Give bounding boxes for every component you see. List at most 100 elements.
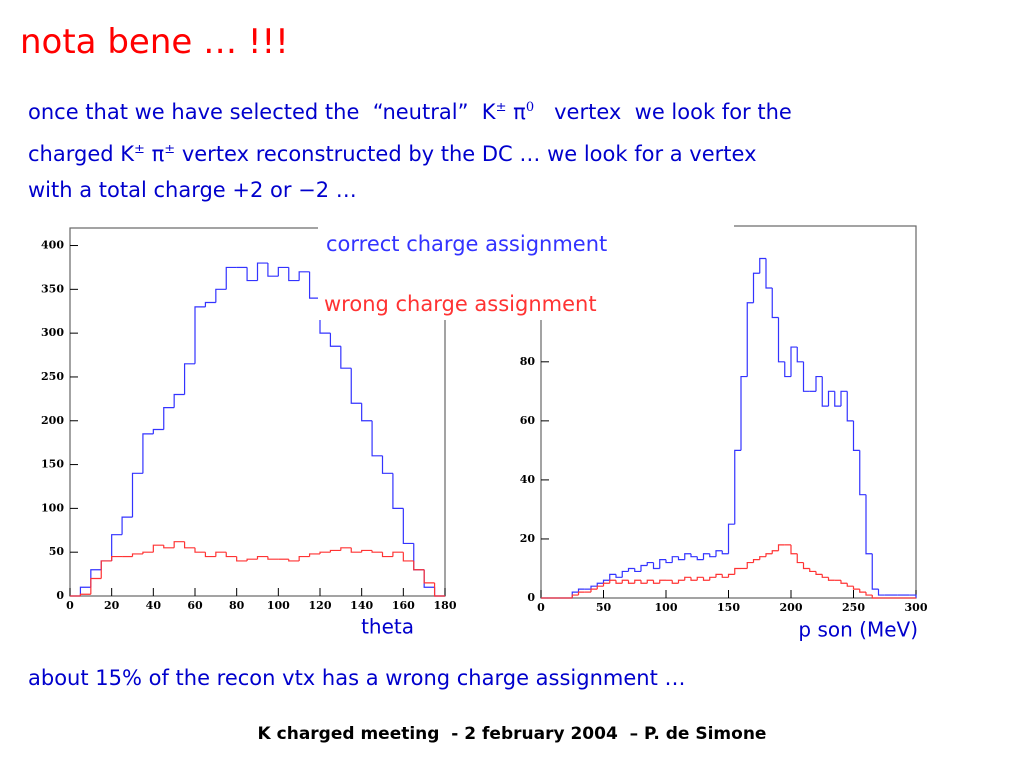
histogram-bin [90, 577, 102, 595]
histogram-bin [721, 574, 729, 578]
histogram-bin [652, 580, 660, 584]
text: vertex reconstructed by the DC … we look… [175, 142, 757, 166]
histogram-bin [596, 585, 604, 590]
text: with a total charge +2 or −2 … [28, 178, 357, 202]
y-tick-label: 200 [41, 414, 64, 427]
histogram-bin [646, 579, 654, 584]
histogram-bin [423, 569, 435, 588]
histogram-bin [684, 553, 691, 560]
histogram-bin [727, 523, 735, 554]
legend-entry: correct charge assignment [326, 232, 607, 256]
histogram-bin [709, 553, 716, 558]
histogram-bin [298, 555, 310, 561]
y-tick-label: 50 [49, 545, 65, 558]
histogram-bin [246, 267, 258, 282]
histogram-bin [771, 550, 779, 554]
histogram-bin [571, 594, 579, 598]
histogram-bin [765, 258, 773, 289]
histogram-bin [142, 551, 154, 554]
x-tick-label: 20 [104, 599, 120, 612]
histogram-bin [796, 347, 804, 363]
text: 0 [525, 100, 535, 115]
histogram-bin [350, 368, 362, 404]
histogram-bin [640, 564, 648, 572]
x-tick-label: 180 [434, 599, 457, 612]
histogram-bin [777, 544, 785, 551]
histogram-bin [215, 288, 227, 303]
histogram-bin [821, 376, 829, 407]
histogram-bin [802, 562, 810, 570]
histogram-bin [634, 568, 641, 573]
histogram-bin [784, 361, 791, 378]
histogram-bin [577, 588, 585, 593]
histogram-bin [256, 262, 268, 281]
plot-frame [69, 227, 446, 597]
x-tick-label: 160 [392, 599, 415, 612]
histogram-bin [852, 586, 860, 590]
y-tick-label: 40 [520, 473, 536, 486]
x-axis-label: theta [361, 615, 414, 639]
histogram-bin [402, 552, 414, 562]
x-tick-label: 0 [537, 601, 545, 614]
y-tick-label: 80 [520, 355, 536, 368]
histogram-bin [288, 267, 300, 282]
x-tick-label: 60 [187, 599, 203, 612]
text: ± [495, 100, 507, 115]
histogram-bin [715, 550, 723, 557]
histogram-bin [865, 494, 873, 555]
histogram-bin [809, 568, 816, 573]
histogram-bin [350, 547, 362, 553]
histogram-bin [815, 571, 823, 575]
histogram-bin [821, 574, 829, 578]
histogram-bin [846, 583, 854, 587]
histogram-bin [659, 579, 666, 584]
histogram-bin [381, 552, 393, 558]
histogram-bin [684, 576, 691, 581]
histogram-bin [671, 556, 679, 563]
histogram-bin [721, 550, 729, 555]
histogram-bin [646, 561, 654, 566]
histogram-bin [840, 390, 848, 407]
histogram-bin [621, 579, 629, 584]
histogram-bin [715, 573, 723, 578]
histogram-bin [340, 547, 352, 551]
histogram-bin [204, 301, 216, 307]
histogram-bin [702, 553, 710, 560]
y-tick-label: 20 [520, 532, 536, 545]
histogram-bin [734, 567, 741, 575]
histogram-bin [79, 586, 91, 596]
histogram-bin [640, 580, 648, 584]
histogram-bin [734, 449, 741, 525]
histogram-bin [590, 585, 598, 590]
histogram-bin [865, 592, 873, 596]
text: once that we have selected the “neutral”… [28, 100, 496, 124]
histogram-bin [413, 543, 425, 571]
y-tick-label: 250 [41, 370, 64, 383]
histogram-bin [752, 272, 760, 303]
histogram-bin [392, 473, 404, 509]
paragraph-line: once that we have selected the “neutral”… [28, 100, 792, 124]
histogram-bin [740, 375, 748, 451]
histogram-bin [590, 588, 598, 593]
slide-title: nota bene … !!! [20, 22, 289, 62]
histogram-bin [627, 567, 635, 572]
histogram-bin [765, 553, 773, 557]
y-tick-label: 60 [520, 414, 536, 427]
histogram-bin [790, 544, 798, 555]
x-tick-label: 300 [905, 601, 928, 614]
y-tick-label: 350 [41, 282, 64, 295]
histogram-bin [827, 390, 835, 407]
histogram-bin [759, 556, 766, 560]
histogram-bin [577, 591, 585, 596]
histogram-bin [361, 403, 373, 422]
histogram-bin [329, 333, 341, 347]
histogram-bin [671, 580, 679, 584]
x-tick-label: 150 [717, 601, 740, 614]
histogram-bin [827, 577, 835, 581]
histogram-bin [79, 593, 91, 596]
histogram-bin [163, 407, 175, 430]
text: π [144, 142, 165, 166]
histogram-bin [308, 271, 320, 299]
